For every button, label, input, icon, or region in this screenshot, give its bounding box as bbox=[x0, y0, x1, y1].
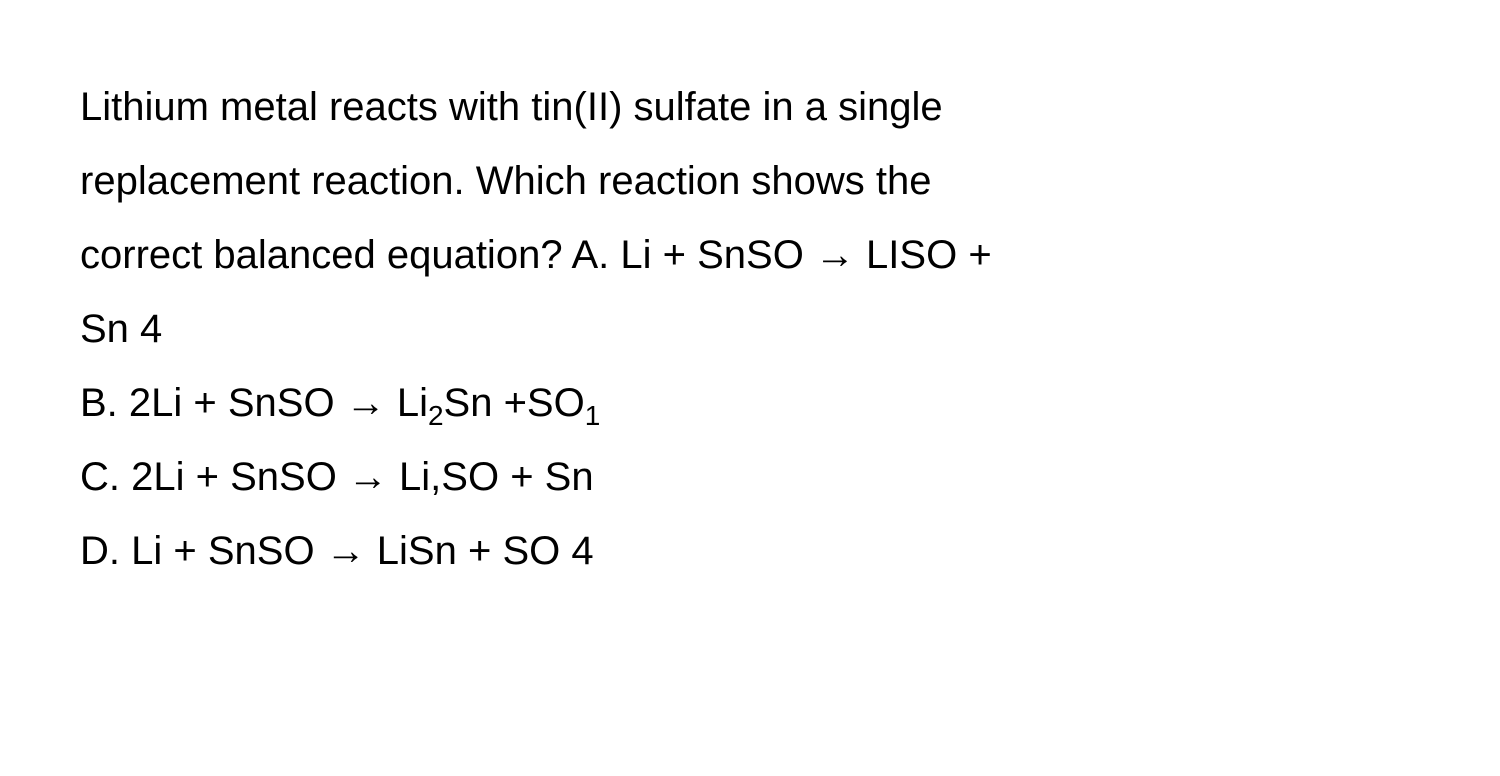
arrow-icon: → bbox=[346, 381, 386, 425]
arrow-icon: → bbox=[348, 455, 388, 499]
option-a-label: A. bbox=[571, 233, 620, 277]
option-d-part2: LiSn + SO 4 bbox=[366, 529, 594, 573]
option-b-part1: 2Li + SnSO bbox=[129, 381, 346, 425]
subscript-1: 1 bbox=[585, 400, 601, 431]
option-c-label: C. bbox=[80, 455, 131, 499]
arrow-icon: → bbox=[815, 233, 855, 277]
option-c: C. 2Li + SnSO → Li,SO + Sn bbox=[80, 440, 1420, 514]
option-b-label: B. bbox=[80, 381, 129, 425]
option-d-part1: Li + SnSO bbox=[131, 529, 326, 573]
option-b-part3: Sn +SO bbox=[444, 381, 585, 425]
option-c-part1: 2Li + SnSO bbox=[131, 455, 348, 499]
option-b-part2: Li bbox=[386, 381, 428, 425]
option-a-continuation: Sn 4 bbox=[80, 307, 162, 351]
option-b: B. 2Li + SnSO → Li2Sn +SO1 bbox=[80, 366, 1420, 440]
question-line-1: Lithium metal reacts with tin(II) sulfat… bbox=[80, 85, 943, 129]
option-c-part2: Li,SO + Sn bbox=[388, 455, 594, 499]
option-a-part1: Li + SnSO bbox=[620, 233, 815, 277]
question-line-2: replacement reaction. Which reaction sho… bbox=[80, 159, 932, 203]
question-line-3-prefix: correct balanced equation? bbox=[80, 233, 571, 277]
arrow-icon: → bbox=[326, 529, 366, 573]
option-a-part2: LISO + bbox=[855, 233, 992, 277]
option-d-label: D. bbox=[80, 529, 131, 573]
question-container: Lithium metal reacts with tin(II) sulfat… bbox=[80, 70, 1420, 588]
option-d: D. Li + SnSO → LiSn + SO 4 bbox=[80, 514, 1420, 588]
subscript-2: 2 bbox=[428, 400, 444, 431]
